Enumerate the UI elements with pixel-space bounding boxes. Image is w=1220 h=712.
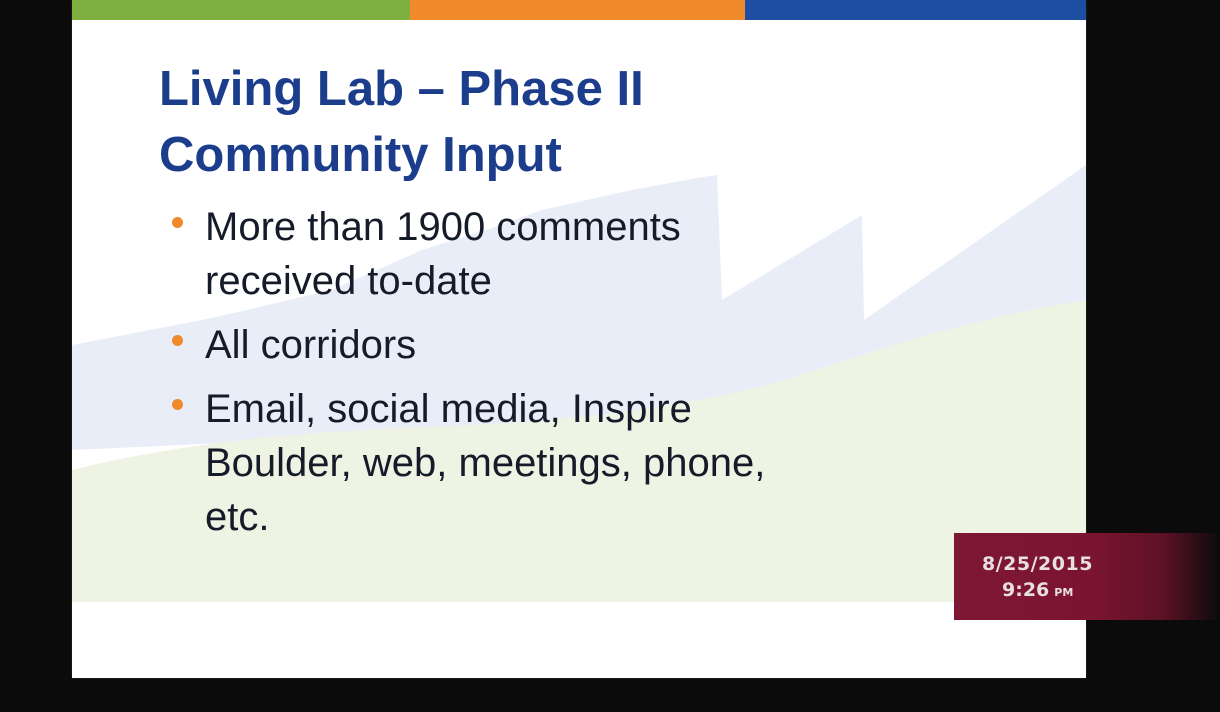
bullet-line: Boulder, web, meetings, phone, (205, 441, 766, 485)
timestamp-overlay: 8/25/2015 9:26 PM (954, 533, 1220, 620)
bullet-dot-icon (172, 217, 183, 228)
title-line-1: Living Lab – Phase II (159, 62, 644, 116)
bullet-item: Email, social media, Inspire Boulder, we… (167, 382, 947, 544)
bullet-line: etc. (205, 495, 270, 539)
slide-top-color-bar (72, 0, 1086, 20)
bullet-list: More than 1900 comments received to-date… (167, 200, 947, 554)
hill-ground (72, 300, 1086, 602)
bullet-line: received to-date (205, 259, 492, 303)
bullet-dot-icon (172, 335, 183, 346)
bar-segment-blue (745, 0, 1086, 20)
bullet-item: More than 1900 comments received to-date (167, 200, 947, 308)
title-line-2: Community Input (159, 128, 562, 182)
bullet-item: All corridors (167, 318, 947, 372)
bar-segment-orange (410, 0, 745, 20)
timestamp-date: 8/25/2015 (982, 553, 1093, 575)
timestamp-time: 9:26 (1002, 579, 1050, 601)
mountain-landscape-background (72, 165, 1086, 602)
slide-title: Living Lab – Phase II Community Input (159, 56, 644, 188)
bullet-line: All corridors (205, 323, 417, 367)
bullet-dot-icon (172, 399, 183, 410)
bar-segment-green (72, 0, 410, 20)
presentation-slide: Living Lab – Phase II Community Input Mo… (72, 0, 1086, 678)
timestamp-time-row: 9:26 PM (1002, 579, 1073, 601)
bullet-line: More than 1900 comments (205, 205, 681, 249)
bullet-line: Email, social media, Inspire (205, 387, 692, 431)
timestamp-ampm: PM (1054, 586, 1074, 599)
